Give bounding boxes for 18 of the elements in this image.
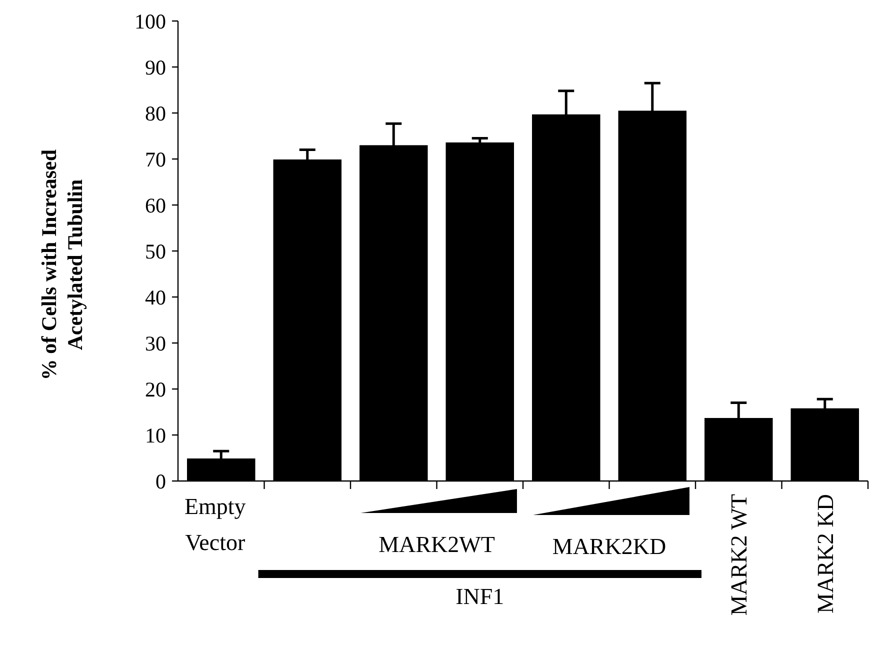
y-tick-label: 60 bbox=[145, 193, 166, 218]
y-tick-label: 90 bbox=[145, 55, 166, 80]
text: MARK2WT bbox=[378, 532, 495, 557]
y-tick-label: 40 bbox=[145, 285, 166, 310]
x-tick-label: MARK2 KD bbox=[812, 494, 838, 614]
y-tick-label: 30 bbox=[145, 331, 166, 356]
x-tick-label: Empty Vector bbox=[184, 494, 246, 555]
y-tick-label: 100 bbox=[134, 9, 166, 34]
x-tick-label: MARK2 WT bbox=[726, 494, 752, 616]
text: INF1 bbox=[456, 584, 504, 609]
y-tick-label: 10 bbox=[145, 423, 166, 448]
y-tick-label: 0 bbox=[156, 469, 166, 494]
text: MARK2KD bbox=[552, 534, 666, 559]
y-tick-label: 50 bbox=[145, 239, 166, 264]
y-axis-title: % of Cells with Increased Acetylated Tubulin bbox=[37, 149, 87, 380]
y-tick-label: 20 bbox=[145, 377, 166, 402]
y-tick-label: 80 bbox=[145, 101, 166, 126]
y-tick-label: 70 bbox=[145, 147, 166, 172]
